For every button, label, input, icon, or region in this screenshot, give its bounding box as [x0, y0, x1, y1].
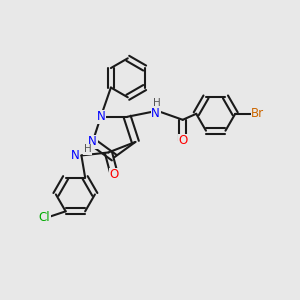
Text: N: N [152, 107, 160, 120]
Text: H: H [153, 98, 161, 108]
Text: N: N [71, 149, 80, 162]
Text: Cl: Cl [39, 211, 50, 224]
Text: N: N [96, 110, 105, 123]
Text: N: N [88, 136, 97, 148]
Text: Br: Br [251, 107, 264, 120]
Text: H: H [83, 145, 91, 154]
Text: O: O [178, 134, 188, 147]
Text: O: O [110, 169, 119, 182]
